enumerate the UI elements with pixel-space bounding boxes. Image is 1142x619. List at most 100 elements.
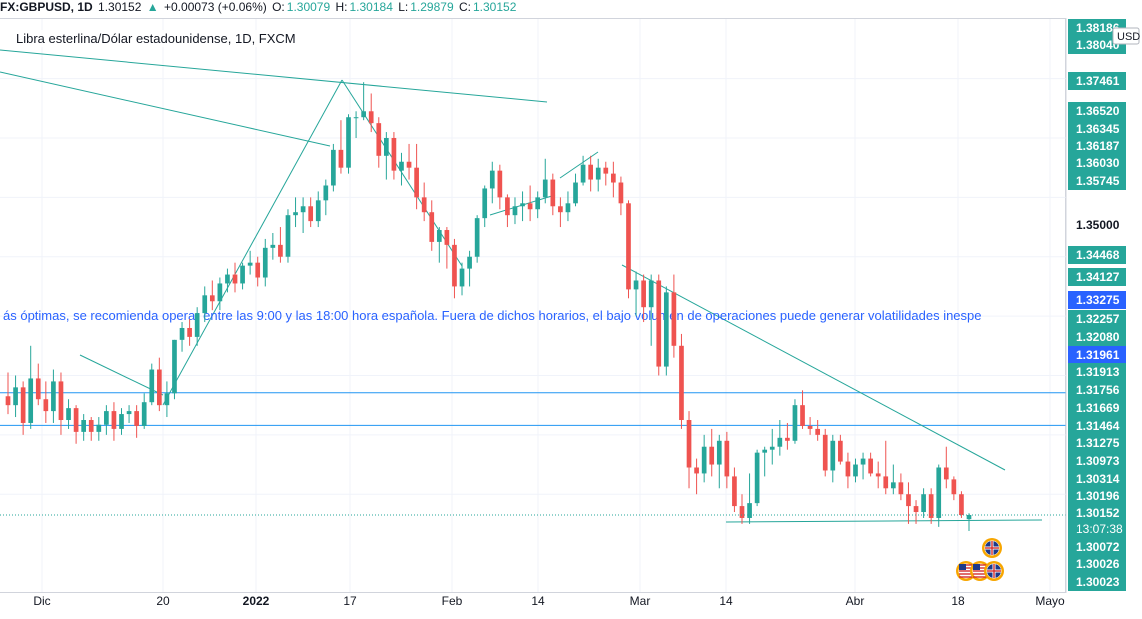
price-label-text: 1.33275	[1076, 293, 1120, 307]
time-label[interactable]: 2022	[243, 594, 270, 608]
price-label[interactable]: 1.32257	[1068, 310, 1126, 328]
trend-line[interactable]	[341, 79, 463, 267]
candle-body	[936, 467, 942, 518]
candle-body	[444, 230, 450, 245]
price-label[interactable]: 1.31464	[1068, 417, 1126, 435]
price-label[interactable]: 1.36520	[1068, 102, 1126, 120]
candle-body	[520, 203, 525, 207]
price-label-bg	[1068, 434, 1126, 452]
symbol-label[interactable]: FX:GBPUSD, 1D	[0, 0, 93, 14]
candle-body	[338, 149, 344, 168]
trend-lines[interactable]	[0, 49, 1043, 523]
price-label[interactable]: 1.31961	[1068, 346, 1126, 364]
price-label[interactable]: 1.30023	[1068, 573, 1126, 591]
candle-body	[966, 515, 972, 520]
price-label[interactable]: 1.36030	[1068, 154, 1126, 172]
candle-body	[225, 274, 230, 284]
close-value: 1.30152	[472, 0, 517, 14]
candle-body	[573, 182, 578, 204]
candle-body	[959, 494, 964, 515]
price-label[interactable]: 1.35000	[1076, 218, 1120, 232]
price-label[interactable]: 1.35745	[1068, 172, 1126, 190]
price-label[interactable]: 1.30026	[1068, 555, 1126, 573]
price-label-bg	[1068, 573, 1126, 591]
candle-body	[217, 283, 223, 302]
candle-body	[20, 387, 26, 423]
candle-body	[482, 188, 488, 219]
price-label-bg	[1068, 487, 1126, 505]
uk-flag-icon[interactable]	[982, 538, 1002, 558]
price-label[interactable]: 1.31275	[1068, 434, 1126, 452]
candle-body	[141, 402, 147, 426]
price-label[interactable]: 1.30072	[1068, 538, 1126, 556]
price-label[interactable]: 1.37461	[1068, 72, 1126, 90]
candle-body	[28, 378, 34, 423]
candle-body	[308, 206, 314, 222]
trend-line[interactable]	[0, 49, 548, 103]
candle-body	[497, 170, 503, 198]
time-label[interactable]: 17	[343, 594, 357, 608]
time-label[interactable]: 14	[531, 594, 545, 608]
time-label[interactable]: 18	[951, 594, 965, 608]
candle-body	[126, 411, 132, 415]
candle-body	[716, 440, 722, 465]
trend-line[interactable]	[162, 79, 343, 406]
price-label[interactable]: 1.31669	[1068, 399, 1126, 417]
price-label[interactable]: 1.30196	[1068, 487, 1126, 505]
candle-body	[550, 179, 556, 207]
trend-line[interactable]	[0, 71, 331, 147]
flag-canton	[973, 564, 980, 570]
candle-body	[323, 185, 329, 201]
time-label[interactable]: Dic	[33, 594, 50, 608]
price-label-text: 1.31669	[1076, 401, 1120, 415]
price-label-bg	[1068, 363, 1126, 381]
candle-body	[474, 218, 480, 257]
price-scale[interactable]: 1.38186 1.38040 1.37461 1.36520 1.36345 1.361…	[1065, 18, 1142, 593]
time-label[interactable]: Feb	[442, 594, 463, 608]
trend-line[interactable]	[725, 519, 1043, 523]
low-label: L:	[398, 0, 409, 14]
candle-body	[890, 482, 896, 489]
currency-badge[interactable]: USD	[1112, 27, 1140, 45]
candle-body	[694, 467, 699, 474]
horizontal-lines[interactable]	[0, 392, 1066, 426]
price-label[interactable]: 1.30152	[1068, 504, 1126, 540]
candle-body	[232, 274, 238, 284]
price-label[interactable]: 1.30314	[1068, 470, 1126, 488]
price-label[interactable]: 1.36187	[1068, 137, 1126, 155]
chart-pane[interactable]	[0, 18, 1066, 593]
price-label[interactable]: 1.34127	[1068, 268, 1126, 286]
time-scale[interactable]: Dic 20 2022 17 Feb 14 Mar 14 Abr 18 Mayo	[0, 593, 1066, 619]
price-label[interactable]: 1.31756	[1068, 381, 1126, 399]
price-label-bg	[1068, 381, 1126, 399]
price-label-bg	[1068, 137, 1126, 155]
time-label[interactable]: Mayo	[1035, 594, 1065, 608]
uk-flag-icon[interactable]	[984, 561, 1004, 581]
time-label[interactable]: 14	[719, 594, 733, 608]
price-label-text: 1.30072	[1076, 540, 1120, 554]
trend-line[interactable]	[79, 354, 164, 396]
price-label[interactable]: 1.36345	[1068, 120, 1126, 138]
price-label-bg	[1068, 36, 1126, 54]
event-flags[interactable]	[956, 538, 1004, 581]
price-label-text: 1.31961	[1076, 348, 1120, 362]
price-label[interactable]: 1.38186	[1068, 19, 1126, 37]
time-label[interactable]: Mar	[630, 594, 651, 608]
time-label[interactable]: Abr	[846, 594, 865, 608]
annotation-text[interactable]: ás óptimas, se recomienda operar entre l…	[3, 308, 982, 323]
trend-line[interactable]	[621, 264, 1006, 471]
trend-line[interactable]	[559, 151, 599, 179]
price-label[interactable]: 1.33275	[1068, 291, 1126, 309]
annotation-layer[interactable]: ás óptimas, se recomienda operar entre l…	[3, 308, 982, 323]
candle-body	[376, 123, 382, 156]
price-label[interactable]: 1.30973	[1068, 452, 1126, 470]
candle-body	[368, 111, 374, 124]
time-label[interactable]: 20	[156, 594, 170, 608]
chart-title: Libra esterlina/Dólar estadounidense, 1D…	[14, 30, 298, 47]
price-label[interactable]: 1.34468	[1068, 246, 1126, 264]
candle-body	[247, 262, 253, 266]
price-label[interactable]: 1.31913	[1068, 363, 1126, 381]
price-label[interactable]: 1.38040	[1068, 36, 1126, 54]
price-label[interactable]: 1.32080	[1068, 328, 1126, 346]
